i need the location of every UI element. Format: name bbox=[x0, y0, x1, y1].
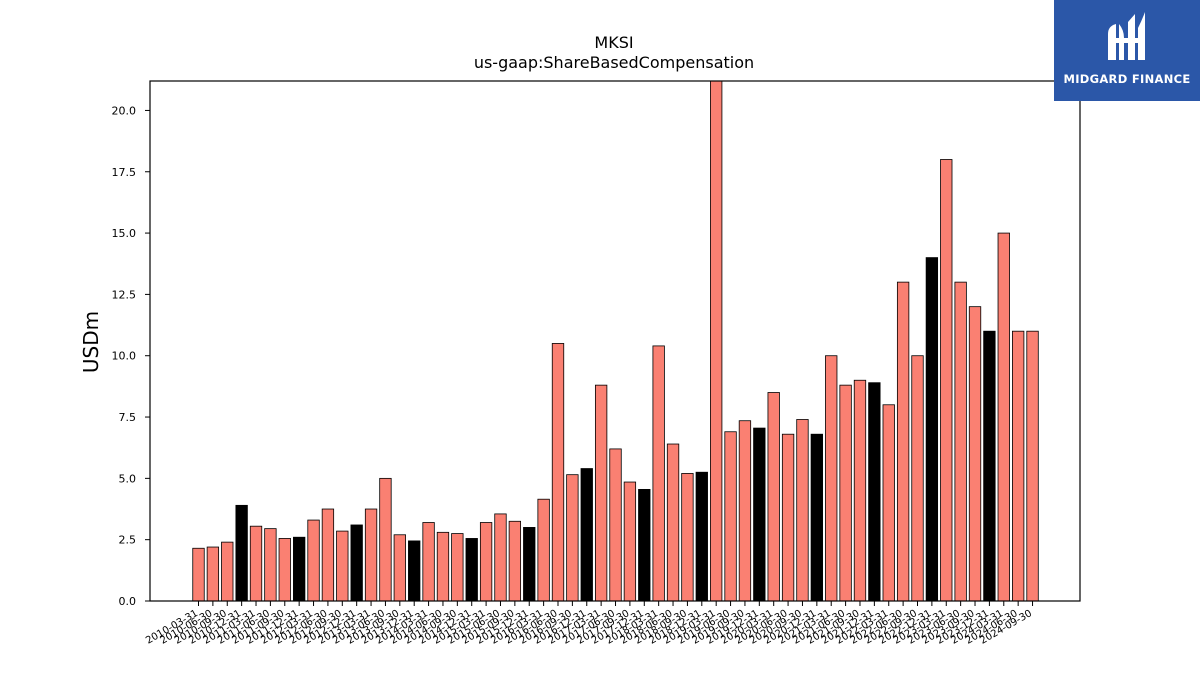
bar-2013-06-30 bbox=[379, 477, 392, 602]
bar-2020-03-31 bbox=[767, 392, 780, 602]
bar-2021-03-31 bbox=[825, 355, 838, 602]
bar-2022-03-31 bbox=[882, 404, 895, 602]
bar-2015-12-31 bbox=[523, 527, 536, 602]
bar-2024-09-30 bbox=[1026, 330, 1039, 602]
bar-2013-12-31 bbox=[408, 540, 421, 602]
bar-2015-06-30 bbox=[494, 513, 507, 602]
bar-2024-03-31 bbox=[997, 232, 1010, 602]
bar-2016-09-30 bbox=[566, 474, 579, 602]
plot-frame bbox=[149, 80, 1081, 602]
bar-2015-09-30 bbox=[508, 520, 522, 602]
bar-2010-06-30 bbox=[206, 546, 220, 602]
bar-2017-06-30 bbox=[609, 448, 622, 602]
bar-2023-09-30 bbox=[968, 306, 982, 602]
bar-2012-03-31 bbox=[307, 519, 320, 602]
bar-2011-09-30 bbox=[278, 538, 291, 602]
bar-2019-12-31 bbox=[753, 427, 766, 602]
bar-2019-03-31 bbox=[710, 80, 723, 602]
bar-2017-12-31 bbox=[638, 488, 651, 602]
y-tick-label: 7.5 bbox=[119, 411, 137, 424]
bar-2012-06-30 bbox=[321, 508, 335, 602]
bar-2021-12-31 bbox=[868, 382, 881, 602]
x-axis-ticks: 2010-03-312010-06-302010-09-302010-12-31… bbox=[144, 601, 1034, 647]
y-tick-label: 17.5 bbox=[112, 166, 137, 179]
bar-2022-12-31 bbox=[925, 257, 939, 602]
bar-2022-09-30 bbox=[911, 355, 924, 602]
chart-subtitle: us-gaap:ShareBasedCompensation bbox=[474, 53, 754, 72]
y-tick-label: 15.0 bbox=[112, 227, 137, 240]
bar-2020-12-31 bbox=[810, 433, 823, 602]
bar-2021-06-30 bbox=[839, 384, 852, 602]
bar-2010-03-31 bbox=[192, 547, 205, 602]
bar-2020-06-30 bbox=[781, 433, 795, 602]
y-axis-label: USDm bbox=[79, 311, 103, 373]
bar-2018-09-30 bbox=[681, 473, 694, 602]
bar-2016-12-31 bbox=[580, 468, 593, 602]
bar-2017-09-30 bbox=[623, 481, 637, 602]
bar-2012-12-31 bbox=[350, 524, 363, 602]
bar-2023-12-31 bbox=[983, 330, 996, 602]
y-axis-ticks: 0.0 2.5 5.0 7.5 10.0 12.5 15.0 17.5 20.0 bbox=[112, 104, 150, 608]
bar-2012-09-30 bbox=[336, 530, 349, 602]
bar-2021-09-30 bbox=[853, 379, 867, 602]
bar-2023-03-31 bbox=[940, 159, 953, 602]
bar-2011-06-30 bbox=[264, 528, 277, 602]
bar-2016-03-31 bbox=[537, 498, 550, 602]
bar-2019-09-30 bbox=[738, 420, 752, 602]
bar-2013-03-31 bbox=[364, 508, 378, 602]
y-tick-label: 0.0 bbox=[119, 595, 137, 608]
bar-2014-12-31 bbox=[465, 538, 478, 602]
bar-2019-06-30 bbox=[724, 431, 737, 602]
midgard-logo-icon bbox=[1108, 12, 1145, 60]
bar-2023-06-30 bbox=[954, 281, 967, 602]
bar-2014-03-31 bbox=[422, 522, 435, 602]
bar-2020-09-30 bbox=[796, 419, 809, 602]
bar-2014-06-30 bbox=[436, 531, 450, 602]
bar-2018-06-30 bbox=[666, 443, 680, 602]
bar-2016-06-30 bbox=[551, 343, 565, 602]
bar-2018-12-31 bbox=[695, 471, 708, 602]
bar-2017-03-31 bbox=[594, 384, 608, 602]
bar-series bbox=[192, 80, 1039, 602]
bar-2022-06-30 bbox=[896, 281, 910, 602]
y-tick-label: 2.5 bbox=[119, 534, 137, 547]
bar-2014-09-30 bbox=[451, 533, 464, 602]
chart-title: MKSI bbox=[594, 33, 633, 52]
bar-2011-12-31 bbox=[293, 536, 306, 602]
bar-2015-03-31 bbox=[479, 522, 493, 602]
bar-2018-03-31 bbox=[652, 345, 665, 602]
midgard-finance-logo: MIDGARD FINANCE bbox=[1054, 0, 1200, 101]
y-tick-label: 10.0 bbox=[112, 350, 137, 363]
y-tick-label: 20.0 bbox=[112, 104, 137, 117]
y-tick-label: 12.5 bbox=[112, 288, 137, 301]
brand-name: MIDGARD FINANCE bbox=[1063, 72, 1191, 86]
bar-2024-06-30 bbox=[1012, 330, 1025, 602]
y-tick-label: 5.0 bbox=[119, 472, 137, 485]
bar-2010-12-31 bbox=[235, 504, 248, 602]
bar-2010-09-30 bbox=[221, 541, 234, 602]
bar-2011-03-31 bbox=[249, 525, 263, 602]
bar-2013-09-30 bbox=[393, 534, 406, 602]
